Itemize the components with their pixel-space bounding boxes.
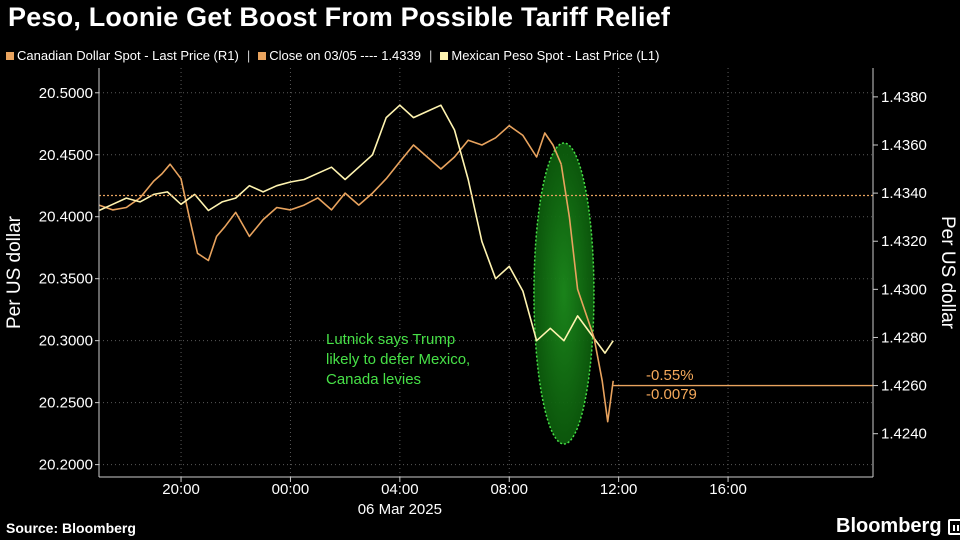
y-left-tick-label: 20.2000 <box>39 457 93 474</box>
x-tick-label: 08:00 <box>490 481 528 498</box>
brand-name: Bloomberg <box>836 515 942 537</box>
legend-separator: | <box>428 48 433 63</box>
highlight-layer <box>533 142 595 445</box>
annotation-text-line: Canada levies <box>326 371 421 388</box>
y-right-tick-label: 1.4280 <box>881 329 927 346</box>
x-tick-label: 04:00 <box>381 481 419 498</box>
legend-label-cad: Canadian Dollar Spot - Last Price (R1) <box>17 48 239 63</box>
y-left-tick-label: 20.3500 <box>39 271 93 288</box>
y-left-tick-label: 20.5000 <box>39 85 93 102</box>
annotation-text-line: likely to defer Mexico, <box>326 351 470 368</box>
legend-separator: | <box>246 48 251 63</box>
x-tick-label: 12:00 <box>600 481 638 498</box>
y-right-tick-label: 1.4260 <box>881 378 927 395</box>
square-icon <box>6 51 14 60</box>
series-line-2 <box>560 164 614 423</box>
legend-label-mxn: Mexican Peso Spot - Last Price (L1) <box>451 48 660 63</box>
square-icon <box>258 51 267 60</box>
y-right-tick-label: 1.4360 <box>881 137 927 154</box>
chart-title: Peso, Loonie Get Boost From Possible Tar… <box>8 2 671 32</box>
highlight-ellipse <box>533 142 595 445</box>
legend-label-close: Close on 03/05 ---- 1.4339 <box>269 48 421 63</box>
axes <box>95 68 878 482</box>
change-percent-label: -0.55% <box>646 367 694 384</box>
reference-lines <box>99 194 873 387</box>
y-right-tick-label: 1.4320 <box>881 233 927 250</box>
series-line-1 <box>98 104 614 354</box>
y-right-axis-title: Per US dollar <box>937 216 958 330</box>
y-left-tick-label: 20.4500 <box>39 147 93 164</box>
change-absolute-label: -0.0079 <box>646 386 697 403</box>
x-tick-label: 16:00 <box>709 481 747 498</box>
legend-item-close: Close on 03/05 ---- 1.4339 <box>258 48 421 63</box>
x-axis-title: 06 Mar 2025 <box>358 501 442 518</box>
square-icon <box>440 51 449 60</box>
legend-item-cad: Canadian Dollar Spot - Last Price (R1) <box>6 48 239 63</box>
tick-labels: 20.2000 20.2500 20.3000 20.3500 20.4000 20.45… <box>4 85 958 518</box>
y-left-tick-label: 20.2500 <box>39 395 93 412</box>
x-tick-label: 20:00 <box>162 481 200 498</box>
source-note: Source: Bloomberg <box>6 520 136 536</box>
x-tick-label: 00:00 <box>272 481 310 498</box>
chart-legend: Canadian Dollar Spot - Last Price (R1) |… <box>6 48 667 63</box>
y-right-tick-label: 1.4380 <box>881 89 927 106</box>
y-left-tick-label: 20.3000 <box>39 333 93 350</box>
legend-item-mxn: Mexican Peso Spot - Last Price (L1) <box>440 48 659 63</box>
bloomberg-mark-icon <box>947 518 960 535</box>
y-left-tick-label: 20.4000 <box>39 209 93 226</box>
series-line-0 <box>98 124 562 262</box>
y-right-tick-label: 1.4300 <box>881 281 927 298</box>
y-left-axis-title: Per US dollar <box>4 215 25 329</box>
y-right-tick-label: 1.4240 <box>881 426 927 443</box>
annotation-text-line: Lutnick says Trump <box>326 331 455 348</box>
brand-logo: Bloomberg <box>836 515 960 538</box>
annotations: Lutnick says Trump likely to defer Mexico… <box>326 331 697 403</box>
y-right-tick-label: 1.4340 <box>881 185 927 202</box>
grid <box>99 68 873 477</box>
series-lines <box>98 104 614 423</box>
